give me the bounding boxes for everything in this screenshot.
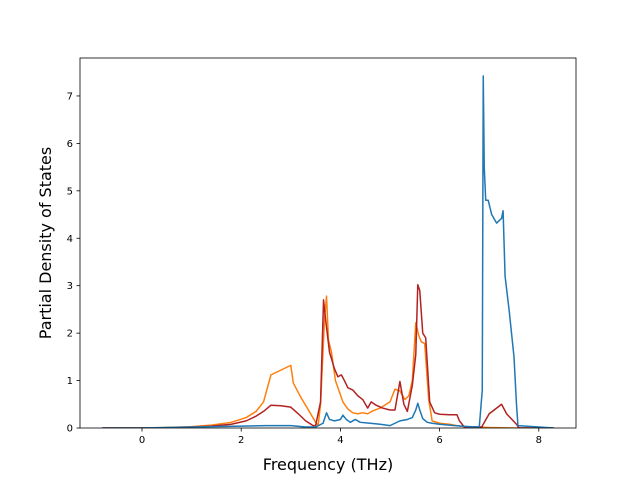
y-tick-label: 0 (67, 424, 73, 435)
x-tick-label: 2 (238, 435, 244, 446)
y-tick-label: 4 (67, 234, 73, 245)
series-line-2 (102, 283, 554, 428)
x-tick-label: 6 (436, 435, 442, 446)
y-axis-ticks: 0 1 2 3 4 5 6 7 (67, 91, 80, 435)
x-axis-label: Frequency (THz) (263, 455, 393, 474)
y-axis-label: Partial Density of States (36, 147, 55, 339)
series-line-1 (102, 295, 554, 428)
y-tick-label: 3 (67, 281, 73, 292)
y-tick-label: 1 (67, 376, 73, 387)
series-layer (102, 75, 554, 428)
y-tick-label: 2 (67, 329, 73, 340)
y-tick-label: 6 (67, 139, 73, 150)
x-tick-label: 4 (337, 435, 343, 446)
x-tick-label: 0 (139, 435, 145, 446)
y-tick-label: 5 (67, 186, 73, 197)
x-axis-ticks: 0 2 4 6 8 (139, 428, 542, 446)
plot-frame (79, 57, 577, 429)
x-tick-label: 8 (536, 435, 542, 446)
series-line-3 (102, 75, 554, 428)
y-tick-label: 7 (67, 91, 73, 102)
